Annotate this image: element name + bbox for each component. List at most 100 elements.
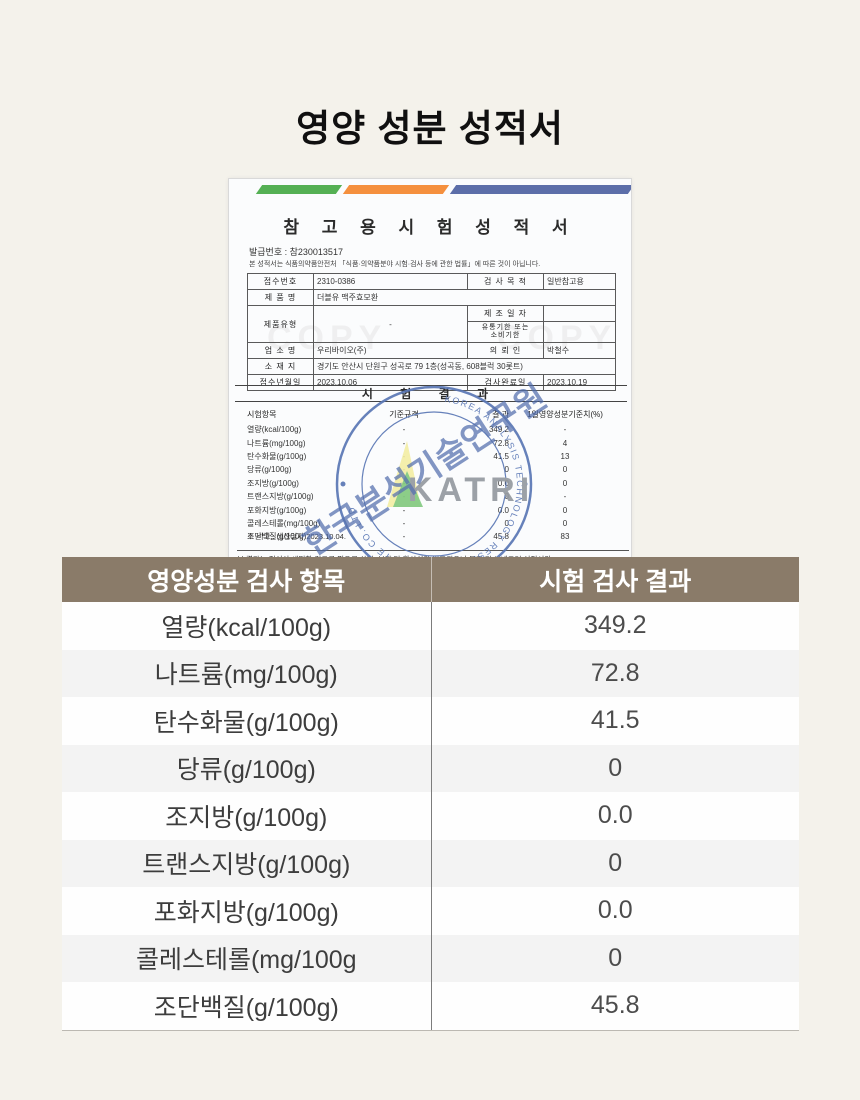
result-dv: 4 xyxy=(562,438,568,448)
result-dv: 0 xyxy=(562,478,568,488)
result-item: 열량(kcal/100g) xyxy=(247,425,302,435)
nutrient-label: 콜레스테롤(mg/100g xyxy=(135,946,357,975)
nutrient-value: 41.5 xyxy=(430,697,800,745)
results-row: 조지방(g/100g) - 0.0 0 xyxy=(247,477,615,490)
table-row: 포화지방(g/100g) 0.0 xyxy=(62,887,799,935)
results-band: 시 험 결 과 xyxy=(235,385,627,402)
page-title: 영양 성분 성적서 xyxy=(296,108,564,149)
results-row: 포화지방(g/100g) - 0.0 0 xyxy=(247,503,615,516)
table-row: 트랜스지방(g/100g) 0 xyxy=(62,839,800,887)
issue-number: 발급번호 : 참230013517 xyxy=(249,247,343,257)
result-std: - xyxy=(402,532,406,542)
certificate-header-stripes xyxy=(229,185,631,195)
results-row: 트랜스지방(g/100g) - 0 - xyxy=(247,490,615,503)
certificate-title: 참 고 용 시 험 성 적 서 xyxy=(283,218,577,237)
complete-date-value: 2023.10.19 xyxy=(543,374,616,391)
client-label: 의 뢰 인 xyxy=(467,342,544,359)
result-dv: 0 xyxy=(562,465,568,475)
result-std: - xyxy=(402,492,406,502)
product-value: 더블유 맥주효모환 xyxy=(313,289,616,306)
table-row: 당류(g/100g) 0 xyxy=(62,744,800,792)
results-header-item: 시험항목 xyxy=(247,409,277,419)
table-row: 조지방(g/100g) 0.0 xyxy=(62,792,799,840)
result-value: 72.8 xyxy=(493,438,509,448)
table-row: 조단백질(g/100g) 45.8 xyxy=(62,982,799,1030)
nutrient-value: 349.2 xyxy=(430,602,800,650)
result-std: - xyxy=(402,518,406,528)
table-row: 나트륨(mg/100g) 72.8 xyxy=(62,649,799,697)
purpose-value: 일반참고용 xyxy=(543,273,616,290)
result-dv: - xyxy=(563,492,567,502)
expiry-value xyxy=(543,321,616,343)
table-row: 열량(kcal/100g) 349.2 xyxy=(62,602,799,650)
stripe-orange xyxy=(342,185,450,194)
result-item: 트랜스지방(g/100g) xyxy=(247,492,314,502)
result-dv: - xyxy=(563,425,567,435)
nutrition-table-header: 영양성분 검사 항목 시험 검사 결과 xyxy=(62,557,799,602)
result-value: 45.8 xyxy=(493,532,509,542)
table-row: 콜레스테롤(mg/100g 0 xyxy=(62,934,800,982)
results-row: 열량(kcal/100g) - 349.2 - xyxy=(247,423,615,436)
company-label: 업 소 명 xyxy=(247,342,314,359)
result-value: 41.5 xyxy=(493,451,509,461)
nutrient-label: 트랜스지방(g/100g) xyxy=(142,851,351,880)
nutrient-label: 조지방(g/100g) xyxy=(165,803,328,832)
result-std: - xyxy=(402,465,406,475)
result-value: 0.0 xyxy=(497,478,509,488)
certificate-note: ※ 비고 : 생산일자:2023.10.04. xyxy=(247,532,346,541)
receipt-no-label: 접수번호 xyxy=(247,273,314,290)
nutrient-label: 조단백질(g/100g) xyxy=(153,993,339,1022)
type-value: - xyxy=(313,305,468,343)
result-item: 콜레스테롤(mg/100g) xyxy=(247,518,321,528)
nutrient-value: 0.0 xyxy=(430,792,800,840)
address-label: 소 재 지 xyxy=(247,358,314,375)
nutrient-value: 0 xyxy=(430,744,800,792)
nutrient-label: 탄수화물(g/100g) xyxy=(153,708,339,737)
results-row: 탄수화물(g/100g) - 41.5 13 xyxy=(247,450,615,463)
result-item: 당류(g/100g) xyxy=(247,465,292,475)
nutrient-label: 당류(g/100g) xyxy=(176,756,316,785)
nutrition-table: 영양성분 검사 항목 시험 검사 결과 열량(kcal/100g) 349.2 … xyxy=(62,557,799,1031)
result-item: 포화지방(g/100g) xyxy=(247,505,307,515)
nutrient-label: 나트륨(mg/100g) xyxy=(154,661,338,690)
header-cell-result: 시험 검사 결과 xyxy=(430,557,800,602)
result-std: - xyxy=(402,451,406,461)
result-value: 0.0 xyxy=(497,505,509,515)
product-label: 제 품 명 xyxy=(247,289,314,306)
results-header-dv: 1일영양성분기준치(%) xyxy=(527,409,603,419)
results-row: 콜레스테롤(mg/100g) - 0 0 xyxy=(247,517,615,530)
results-header-std: 기준규격 xyxy=(389,409,419,419)
address-value: 경기도 안산시 단원구 성곡로 79 1층(성곡동, 608블럭 30롯트) xyxy=(313,358,616,375)
stripe-green xyxy=(255,185,343,194)
result-item: 나트륨(mg/100g) xyxy=(247,438,306,448)
expiry-label: 유통기한 또는 소비기한 xyxy=(467,321,544,343)
results-header-result: 결 과 xyxy=(492,409,509,419)
nutrient-value: 0 xyxy=(430,934,800,982)
result-std: - xyxy=(402,438,406,448)
result-value: 0 xyxy=(504,518,509,528)
purpose-label: 검 사 목 적 xyxy=(467,273,544,290)
result-item: 탄수화물(g/100g) xyxy=(247,451,307,461)
result-std: - xyxy=(402,425,406,435)
nutrient-value: 0.0 xyxy=(430,887,800,935)
nutrient-value: 0 xyxy=(430,839,800,887)
results-row: 나트륨(mg/100g) - 72.8 4 xyxy=(247,436,615,449)
result-dv: 0 xyxy=(562,518,568,528)
receipt-no-value: 2310-0386 xyxy=(313,273,468,290)
company-value: 우리바이오(주) xyxy=(313,342,468,359)
result-value: 0 xyxy=(504,465,509,475)
result-dv: 13 xyxy=(560,451,570,461)
result-item: 조지방(g/100g) xyxy=(247,478,299,488)
results-row: 당류(g/100g) - 0 0 xyxy=(247,463,615,476)
table-row: 탄수화물(g/100g) 41.5 xyxy=(62,697,799,745)
result-value: 0 xyxy=(504,492,509,502)
certificate-scan: COPY COPY 참 고 용 시 험 성 적 서 발급번호 : 참230013… xyxy=(228,178,632,558)
stripe-blue xyxy=(449,185,631,194)
nutrient-value: 45.8 xyxy=(430,982,800,1030)
result-item: 조단백질(g/100g) xyxy=(247,532,307,542)
certificate-results: 시험항목 기준규격 결 과 1일영양성분기준치(%) 열량(kcal/100g)… xyxy=(247,407,615,544)
disclaimer-text: 본 성적서는 식품의약품안전처 「식품·의약품분야 시험·검사 등에 관한 법률… xyxy=(249,261,541,268)
mfg-date-value xyxy=(543,305,616,322)
results-header-row: 시험항목 기준규격 결 과 1일영양성분기준치(%) xyxy=(247,407,615,421)
nutrition-table-body: 열량(kcal/100g) 349.2 나트륨(mg/100g) 72.8 탄수… xyxy=(62,602,799,1030)
